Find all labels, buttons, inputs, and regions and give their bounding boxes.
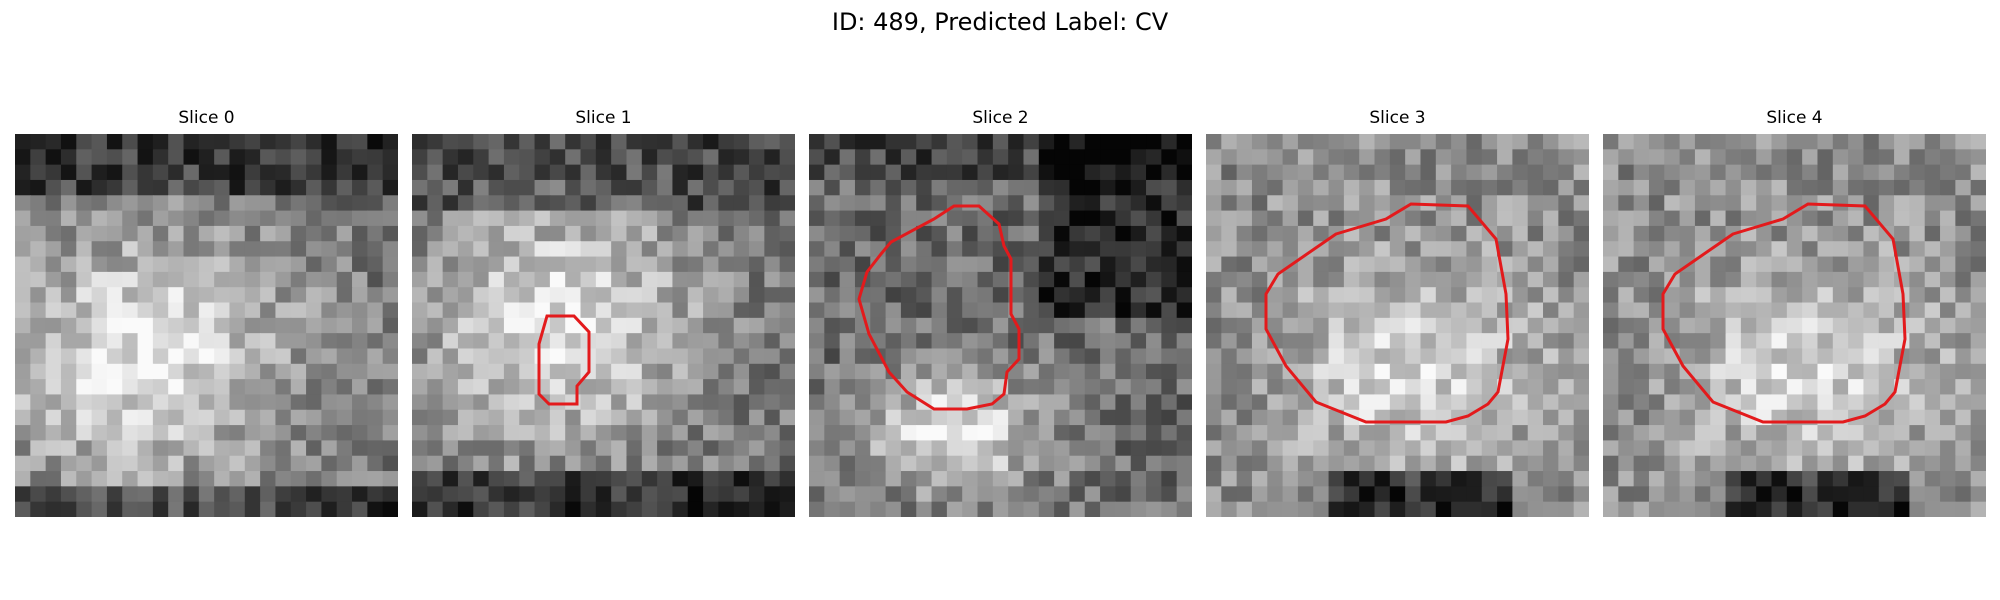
slice-image <box>15 134 398 517</box>
pixel-grid <box>809 134 1192 517</box>
slice-panel-0: Slice 0 <box>15 108 398 528</box>
slice-title: Slice 3 <box>1369 108 1426 128</box>
slice-title: Slice 4 <box>1766 108 1823 128</box>
slice-panel-4: Slice 4 <box>1603 108 1986 528</box>
slice-svg <box>412 134 795 517</box>
slice-title: Slice 0 <box>178 108 235 128</box>
slice-panel-1: Slice 1 <box>412 108 795 528</box>
slice-image <box>412 134 795 517</box>
slice-svg <box>1603 134 1986 517</box>
slice-image <box>809 134 1192 517</box>
slice-image <box>1206 134 1589 517</box>
segmentation-contour <box>1264 202 1510 424</box>
slice-image <box>1603 134 1986 517</box>
segmentation-contour <box>857 204 1021 411</box>
segmentation-contour <box>1661 202 1907 424</box>
slice-title: Slice 1 <box>575 108 632 128</box>
slice-title: Slice 2 <box>972 108 1029 128</box>
slice-panel-3: Slice 3 <box>1206 108 1589 528</box>
segmentation-contour <box>537 314 591 406</box>
slice-svg <box>1206 134 1589 517</box>
figure-title: ID: 489, Predicted Label: CV <box>831 8 1169 36</box>
pixel-grid <box>1603 134 1986 517</box>
pixel-grid <box>15 134 398 517</box>
slice-svg <box>15 134 398 517</box>
slice-panel-2: Slice 2 <box>809 108 1192 528</box>
pixel-grid <box>1206 134 1589 517</box>
slice-svg <box>809 134 1192 517</box>
pixel-grid <box>412 134 795 517</box>
